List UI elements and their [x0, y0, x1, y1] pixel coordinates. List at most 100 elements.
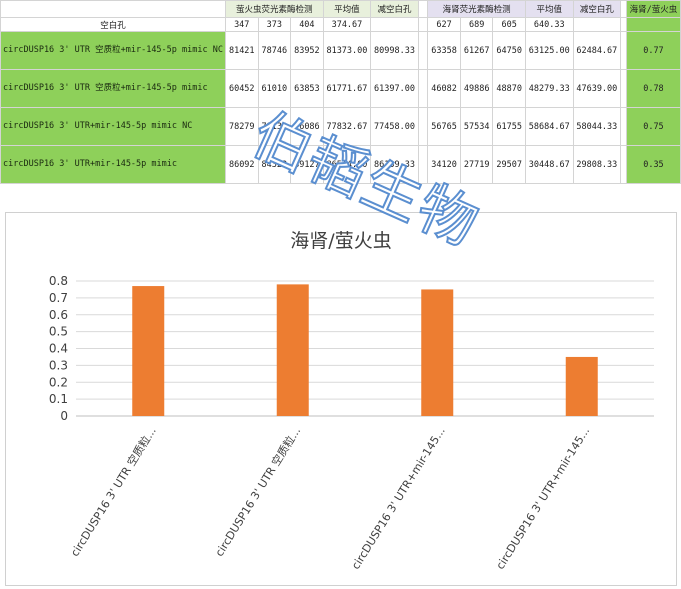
- firefly-avg[interactable]: 86514.00: [322, 145, 372, 184]
- x-tick-label: circDUSP16 3' UTR+mir-145...: [349, 425, 448, 572]
- renilla-blank-sub[interactable]: 47639.00: [572, 69, 622, 108]
- firefly-blank-sub[interactable]: 80998.33: [370, 31, 419, 70]
- bar: [565, 356, 598, 416]
- renilla-avg[interactable]: 48279.33: [524, 69, 574, 108]
- spacer-cell[interactable]: [417, 0, 429, 18]
- chart-title: 海肾/萤火虫: [290, 230, 391, 252]
- y-tick-label: 0.3: [49, 358, 68, 372]
- blank-ravg[interactable]: 640.33: [524, 17, 574, 32]
- spacer-cell[interactable]: [417, 107, 429, 146]
- firefly-value[interactable]: 79133: [257, 107, 292, 146]
- renilla-blank-sub[interactable]: 62484.67: [572, 31, 622, 70]
- renilla-avg[interactable]: 58684.67: [524, 107, 574, 146]
- x-tick-label: circDUSP16 3' UTR+mir-145...: [494, 425, 593, 572]
- firefly-blank-sub[interactable]: 61397.00: [370, 69, 419, 108]
- ratio-value[interactable]: 0.77: [625, 31, 681, 70]
- spacer-cell[interactable]: [417, 69, 429, 108]
- row-label[interactable]: circDUSP16 3' UTR+mir-145-5p mimic: [0, 145, 226, 184]
- y-tick-label: 0.4: [49, 342, 68, 356]
- firefly-blank-sub[interactable]: 86139.33: [370, 145, 419, 184]
- y-tick-label: 0.2: [49, 375, 68, 389]
- row-label[interactable]: circDUSP16 3' UTR+mir-145-5p mimic NC: [0, 107, 226, 146]
- firefly-value[interactable]: 78746: [257, 31, 292, 70]
- renilla-blank-sub[interactable]: 58044.33: [572, 107, 622, 146]
- renilla-value[interactable]: 56765: [427, 107, 461, 146]
- x-tick-label: circDUSP16 3' UTR 空质粒...: [212, 424, 303, 559]
- renilla-avg-header[interactable]: 平均值: [524, 0, 574, 18]
- renilla-value[interactable]: 49886: [459, 69, 494, 108]
- firefly-value[interactable]: 76086: [290, 107, 324, 146]
- x-tick-label: circDUSP16 3' UTR 空质粒...: [67, 424, 158, 559]
- y-axis: 0 0.1 0.2 0.3 0.4 0.5 0.6 0.7 0.8: [49, 274, 68, 423]
- firefly-value[interactable]: 83952: [290, 31, 324, 70]
- empty-cell[interactable]: [370, 17, 419, 32]
- ratio-value[interactable]: 0.35: [625, 145, 681, 184]
- spacer-cell[interactable]: [417, 145, 429, 184]
- firefly-value[interactable]: 60452: [224, 69, 259, 108]
- blank-r3[interactable]: 605: [492, 17, 526, 32]
- y-tick-label: 0.5: [49, 325, 68, 339]
- firefly-value[interactable]: 61010: [257, 69, 292, 108]
- firefly-blank-header[interactable]: 减空白孔: [370, 0, 419, 18]
- firefly-value[interactable]: 78279: [224, 107, 259, 146]
- renilla-value[interactable]: 27719: [459, 145, 494, 184]
- blank-r1[interactable]: 627: [427, 17, 461, 32]
- empty-ratio-cell[interactable]: [625, 17, 681, 32]
- firefly-value[interactable]: 84323: [257, 145, 292, 184]
- y-tick-label: 0.8: [49, 274, 68, 288]
- blank-favg[interactable]: 374.67: [322, 17, 372, 32]
- blank-row-label[interactable]: 空白孔: [0, 17, 226, 32]
- data-table: 萤火虫荧光素酶检测 平均值 减空白孔 海肾荧光素酶检测 平均值 减空白孔 海肾/…: [0, 0, 681, 184]
- bar: [421, 289, 454, 416]
- firefly-blank-sub[interactable]: 77458.00: [370, 107, 419, 146]
- renilla-value[interactable]: 57534: [459, 107, 494, 146]
- firefly-avg[interactable]: 81373.00: [322, 31, 372, 70]
- renilla-value[interactable]: 46082: [427, 69, 461, 108]
- y-tick-label: 0.6: [49, 308, 68, 322]
- bars: [132, 284, 598, 416]
- row-label[interactable]: circDUSP16 3' UTR 空质粒+mir-145-5p mimic N…: [0, 31, 226, 70]
- ratio-header[interactable]: 海肾/萤火虫: [625, 0, 681, 18]
- y-tick-label: 0.1: [49, 392, 68, 406]
- spacer-cell[interactable]: [417, 17, 429, 32]
- empty-cell[interactable]: [572, 17, 622, 32]
- spacer-cell[interactable]: [417, 31, 429, 70]
- renilla-value[interactable]: 48870: [492, 69, 526, 108]
- renilla-avg[interactable]: 30448.67: [524, 145, 574, 184]
- ratio-value[interactable]: 0.78: [625, 69, 681, 108]
- renilla-blank-sub[interactable]: 29808.33: [572, 145, 622, 184]
- bar: [132, 286, 165, 416]
- ratio-bar-chart: 海肾/萤火虫 0 0.1 0.2 0.3 0.4 0.5 0.6 0.7 0.8 circDUS…: [49, 230, 654, 572]
- firefly-avg[interactable]: 61771.67: [322, 69, 372, 108]
- firefly-header[interactable]: 萤火虫荧光素酶检测: [224, 0, 324, 18]
- renilla-value[interactable]: 29507: [492, 145, 526, 184]
- ratio-value[interactable]: 0.75: [625, 107, 681, 146]
- blank-f1[interactable]: 347: [224, 17, 259, 32]
- firefly-value[interactable]: 81421: [224, 31, 259, 70]
- blank-f3[interactable]: 404: [290, 17, 324, 32]
- chart-container[interactable]: 海肾/萤火虫 0 0.1 0.2 0.3 0.4 0.5 0.6 0.7 0.8 circDUS…: [5, 212, 677, 586]
- y-tick-label: 0.7: [49, 291, 68, 305]
- renilla-avg[interactable]: 63125.00: [524, 31, 574, 70]
- firefly-value[interactable]: 63853: [290, 69, 324, 108]
- renilla-blank-header[interactable]: 减空白孔: [572, 0, 622, 18]
- firefly-avg-header[interactable]: 平均值: [322, 0, 372, 18]
- renilla-header[interactable]: 海肾荧光素酶检测: [427, 0, 526, 18]
- blank-r2[interactable]: 689: [459, 17, 494, 32]
- firefly-value[interactable]: 86092: [224, 145, 259, 184]
- bar: [276, 284, 309, 416]
- y-tick-label: 0: [60, 409, 68, 423]
- blank-f2[interactable]: 373: [257, 17, 292, 32]
- renilla-value[interactable]: 34120: [427, 145, 461, 184]
- grid-lines: [76, 280, 654, 417]
- firefly-value[interactable]: 89127: [290, 145, 324, 184]
- x-axis: circDUSP16 3' UTR 空质粒... circDUSP16 3' UT…: [67, 424, 592, 572]
- renilla-value[interactable]: 61267: [459, 31, 494, 70]
- renilla-value[interactable]: 61755: [492, 107, 526, 146]
- renilla-value[interactable]: 64750: [492, 31, 526, 70]
- firefly-avg[interactable]: 77832.67: [322, 107, 372, 146]
- corner-cell[interactable]: [0, 0, 226, 18]
- renilla-value[interactable]: 63358: [427, 31, 461, 70]
- row-label[interactable]: circDUSP16 3' UTR 空质粒+mir-145-5p mimic: [0, 69, 226, 108]
